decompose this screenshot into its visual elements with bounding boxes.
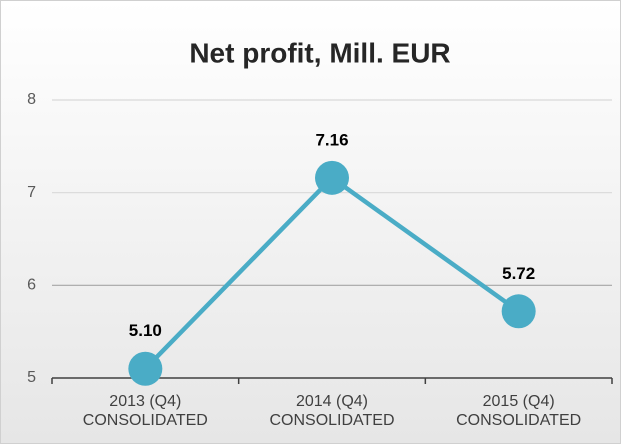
marker (315, 160, 349, 195)
marker (128, 351, 163, 386)
data-label: 7.16 (315, 130, 348, 149)
data-label: 5.10 (129, 321, 162, 340)
marker (501, 294, 536, 329)
y-tick-label: 7 (27, 184, 36, 201)
y-tick-label: 5 (27, 369, 36, 386)
data-label: 5.72 (502, 264, 535, 283)
x-tick-label: 2013 (Q4) CONSOLIDATED (82, 393, 208, 429)
y-tick-label: 8 (27, 91, 36, 108)
y-tick-label: 6 (27, 277, 36, 294)
chart-title: Net profit, Mill. EUR (189, 37, 450, 68)
x-tick-label: 2014 (Q4) CONSOLIDATED (269, 393, 395, 429)
x-tick-label: 2015 (Q4) CONSOLIDATED (456, 393, 582, 429)
